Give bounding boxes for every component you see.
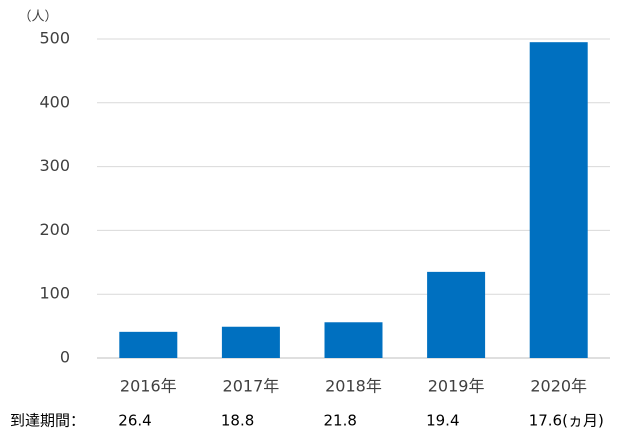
bar [324,322,383,358]
x-tick-label: 2017年 [223,377,280,396]
y-unit: （人） [18,10,57,25]
period-value: 19.4 [426,412,459,430]
period-value: 17.6(ヵ月) [529,412,604,430]
y-tick-label: 300 [39,156,70,175]
period-value: 21.8 [324,412,357,430]
x-tick-label: 2018年 [325,377,382,396]
bar [119,331,178,358]
bar [221,326,280,358]
x-tick-label: 2016年 [120,377,177,396]
y-tick-label: 0 [60,348,70,367]
period-value: 26.4 [118,412,151,430]
x-tick-label: 2019年 [428,377,485,396]
y-tick-label: 400 [39,92,70,111]
y-tick-label: 200 [39,220,70,239]
y-tick-label: 100 [39,284,70,303]
bar [427,271,486,358]
period-value: 18.8 [221,412,254,430]
period-label: 到達期間： [10,412,85,430]
x-tick-label: 2020年 [530,377,587,396]
bar [529,42,588,358]
y-tick-label: 500 [39,29,70,48]
